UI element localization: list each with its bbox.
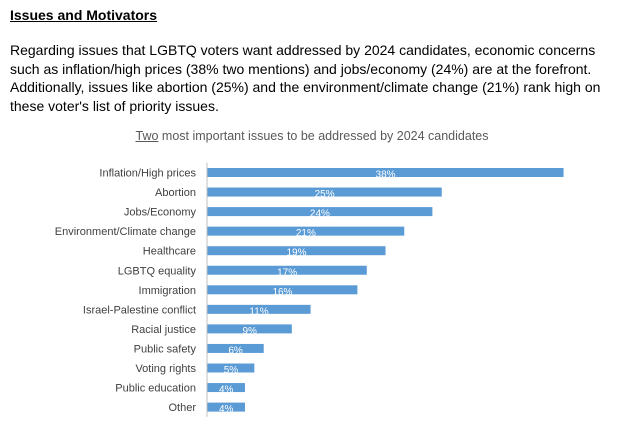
bar [207, 246, 386, 256]
category-label: Racial justice [131, 324, 196, 336]
bar [207, 343, 264, 353]
category-label: Healthcare [143, 246, 196, 258]
data-label: 25% [315, 189, 335, 200]
bar [207, 363, 255, 373]
chart-title: Two most important issues to be addresse… [0, 129, 624, 143]
category-label: Environment/Climate change [55, 226, 196, 238]
category-label: LGBTQ equality [118, 265, 197, 277]
category-label: Other [168, 402, 196, 414]
data-label: 4% [219, 385, 234, 396]
bar [207, 226, 405, 236]
bar [207, 304, 311, 314]
data-label: 21% [296, 228, 316, 239]
category-label: Voting rights [135, 363, 196, 375]
data-label: 11% [249, 306, 268, 317]
data-label: 5% [224, 365, 239, 376]
bar [207, 187, 442, 197]
bar [207, 207, 433, 217]
category-label: Immigration [139, 285, 196, 297]
category-label: Jobs/Economy [124, 207, 197, 219]
data-label: 19% [287, 248, 307, 259]
bar [207, 168, 564, 177]
data-label: 4% [219, 404, 234, 415]
category-label: Inflation/High prices [99, 168, 196, 180]
intro-paragraph: Regarding issues that LGBTQ voters want … [10, 42, 601, 114]
bar [207, 285, 358, 295]
data-label: 24% [310, 209, 330, 220]
data-label: 17% [277, 267, 297, 278]
category-label: Public education [115, 383, 196, 395]
category-label: Abortion [155, 187, 196, 199]
section-heading: Issues and Motivators [10, 7, 158, 23]
data-label: 16% [272, 287, 292, 298]
chart-title-underlined: Two [135, 129, 159, 143]
category-label: Public safety [134, 343, 197, 355]
bar [207, 324, 292, 334]
bar [207, 383, 245, 393]
bar [207, 402, 245, 412]
data-label: 9% [242, 326, 257, 337]
bar [207, 265, 367, 275]
data-label: 38% [376, 170, 396, 181]
chart-title-rest: most important issues to be addressed by… [158, 129, 489, 143]
data-label: 6% [228, 345, 243, 356]
category-label: Israel-Palestine conflict [83, 304, 196, 316]
